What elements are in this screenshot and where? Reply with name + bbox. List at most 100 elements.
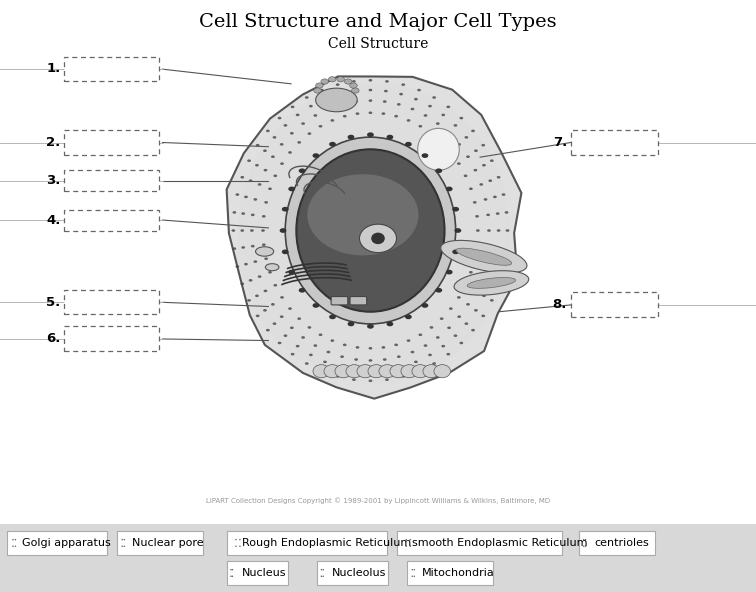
Ellipse shape (277, 117, 281, 120)
Ellipse shape (417, 128, 459, 170)
Ellipse shape (429, 132, 433, 135)
Ellipse shape (238, 83, 510, 384)
Ellipse shape (320, 369, 324, 372)
Ellipse shape (436, 123, 440, 125)
Ellipse shape (274, 284, 277, 287)
FancyBboxPatch shape (7, 531, 107, 555)
Ellipse shape (395, 343, 398, 346)
Ellipse shape (456, 248, 512, 265)
Ellipse shape (271, 156, 274, 158)
Ellipse shape (273, 136, 277, 139)
Ellipse shape (249, 279, 253, 282)
Ellipse shape (414, 575, 415, 577)
Ellipse shape (253, 260, 257, 263)
Ellipse shape (496, 213, 500, 215)
Ellipse shape (263, 309, 267, 311)
Ellipse shape (469, 271, 472, 274)
Ellipse shape (324, 365, 341, 378)
Ellipse shape (479, 183, 483, 186)
Ellipse shape (296, 149, 445, 312)
Ellipse shape (384, 369, 388, 371)
Ellipse shape (235, 539, 237, 540)
Ellipse shape (410, 545, 411, 547)
Ellipse shape (417, 89, 421, 91)
Ellipse shape (355, 100, 358, 103)
Ellipse shape (262, 215, 265, 218)
Ellipse shape (314, 114, 318, 117)
Ellipse shape (318, 333, 322, 336)
Ellipse shape (397, 103, 401, 106)
Ellipse shape (422, 153, 429, 158)
Ellipse shape (414, 569, 415, 571)
Ellipse shape (397, 355, 401, 358)
Ellipse shape (371, 233, 385, 244)
Ellipse shape (405, 314, 412, 319)
Ellipse shape (327, 350, 330, 353)
Ellipse shape (337, 77, 345, 82)
Ellipse shape (277, 342, 281, 345)
Ellipse shape (504, 211, 508, 214)
Ellipse shape (482, 144, 485, 146)
Ellipse shape (447, 132, 451, 134)
Ellipse shape (14, 539, 16, 540)
Ellipse shape (323, 361, 327, 363)
Ellipse shape (429, 326, 433, 329)
Text: 2.: 2. (46, 136, 60, 149)
Ellipse shape (247, 159, 251, 162)
Ellipse shape (122, 539, 123, 540)
Ellipse shape (488, 279, 492, 282)
Text: 8.: 8. (553, 298, 567, 311)
Ellipse shape (411, 108, 414, 110)
Ellipse shape (305, 362, 308, 365)
Ellipse shape (309, 105, 313, 107)
Ellipse shape (428, 105, 432, 107)
Ellipse shape (383, 100, 386, 103)
Ellipse shape (419, 333, 423, 336)
Ellipse shape (471, 329, 475, 332)
FancyBboxPatch shape (227, 531, 387, 555)
Ellipse shape (240, 176, 244, 179)
Ellipse shape (256, 314, 259, 317)
Ellipse shape (460, 342, 463, 345)
Ellipse shape (340, 103, 344, 106)
Ellipse shape (329, 314, 336, 319)
Ellipse shape (280, 316, 284, 318)
Ellipse shape (284, 334, 287, 337)
Ellipse shape (262, 243, 265, 246)
Ellipse shape (368, 111, 372, 114)
FancyBboxPatch shape (64, 130, 159, 155)
Ellipse shape (493, 195, 497, 198)
FancyBboxPatch shape (571, 292, 658, 317)
Ellipse shape (386, 135, 393, 140)
Ellipse shape (423, 114, 427, 117)
FancyBboxPatch shape (64, 57, 159, 81)
Ellipse shape (440, 141, 444, 144)
Ellipse shape (261, 229, 265, 232)
Ellipse shape (457, 296, 460, 299)
Ellipse shape (395, 115, 398, 117)
Ellipse shape (282, 207, 289, 211)
Ellipse shape (282, 249, 289, 254)
Ellipse shape (264, 169, 268, 172)
Ellipse shape (360, 224, 396, 253)
Text: Nucleolus: Nucleolus (332, 568, 386, 578)
Ellipse shape (407, 339, 411, 342)
Ellipse shape (288, 151, 292, 154)
Ellipse shape (440, 317, 444, 320)
Ellipse shape (285, 137, 456, 324)
Ellipse shape (411, 350, 414, 353)
FancyBboxPatch shape (317, 561, 388, 585)
Ellipse shape (435, 168, 442, 173)
Ellipse shape (240, 282, 244, 285)
FancyBboxPatch shape (350, 297, 367, 305)
Ellipse shape (442, 114, 445, 116)
Ellipse shape (297, 317, 301, 320)
Ellipse shape (367, 133, 373, 137)
Ellipse shape (490, 159, 494, 162)
Ellipse shape (466, 303, 470, 305)
Ellipse shape (266, 130, 270, 132)
Ellipse shape (321, 575, 322, 577)
Ellipse shape (327, 108, 330, 110)
Ellipse shape (353, 369, 357, 371)
Ellipse shape (583, 545, 584, 547)
